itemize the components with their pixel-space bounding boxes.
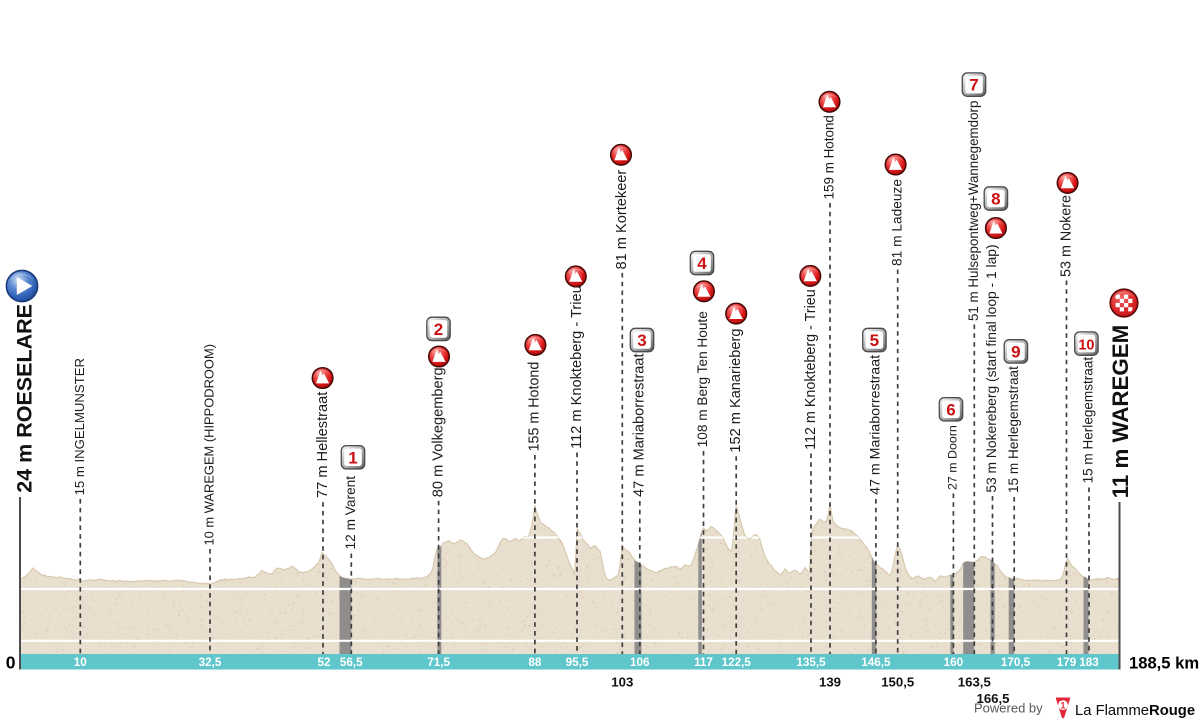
svg-text:1: 1 xyxy=(1061,700,1066,710)
svg-text:47 m Mariaborrestraat: 47 m Mariaborrestraat xyxy=(868,355,884,495)
svg-text:32,5: 32,5 xyxy=(199,656,222,669)
svg-text:5: 5 xyxy=(870,331,879,350)
svg-text:117: 117 xyxy=(694,656,713,669)
svg-text:1: 1 xyxy=(348,448,357,467)
svg-text:La FlammeRouge: La FlammeRouge xyxy=(1075,703,1195,719)
svg-text:179: 179 xyxy=(1057,656,1077,669)
svg-text:3: 3 xyxy=(637,331,646,350)
svg-text:27 m Doorn: 27 m Doorn xyxy=(946,425,960,490)
svg-text:80 m Volkegemberg: 80 m Volkegemberg xyxy=(430,367,446,497)
svg-text:12 m Varent: 12 m Varent xyxy=(343,476,358,550)
svg-text:77 m Hellestraat: 77 m Hellestraat xyxy=(315,392,331,498)
svg-text:4: 4 xyxy=(697,254,707,273)
svg-text:160: 160 xyxy=(944,656,964,669)
svg-text:53 m Nokereberg (start final l: 53 m Nokereberg (start final loop - 1 la… xyxy=(983,244,999,492)
svg-text:95,5: 95,5 xyxy=(566,656,589,669)
svg-text:9: 9 xyxy=(1011,342,1020,361)
svg-text:103: 103 xyxy=(611,675,633,690)
svg-text:135,5: 135,5 xyxy=(796,656,826,669)
svg-text:163,5: 163,5 xyxy=(958,675,991,690)
svg-text:2: 2 xyxy=(434,320,443,339)
svg-text:47 m Mariaborrestraat: 47 m Mariaborrestraat xyxy=(632,353,648,497)
svg-text:Powered by: Powered by xyxy=(974,701,1043,716)
svg-text:183: 183 xyxy=(1079,656,1099,669)
svg-text:81 m Kortekeer: 81 m Kortekeer xyxy=(614,170,630,270)
svg-text:24 m ROESELARE: 24 m ROESELARE xyxy=(13,304,37,493)
svg-text:71,5: 71,5 xyxy=(427,656,450,669)
svg-text:0: 0 xyxy=(6,652,16,672)
svg-text:170,5: 170,5 xyxy=(1001,656,1031,669)
svg-text:8: 8 xyxy=(991,190,1000,209)
svg-text:146,5: 146,5 xyxy=(861,656,891,669)
svg-text:112 m Knokteberg - Trieu: 112 m Knokteberg - Trieu xyxy=(803,289,819,450)
svg-text:11 m WAREGEM: 11 m WAREGEM xyxy=(1108,325,1133,498)
svg-text:81 m Ladeuze: 81 m Ladeuze xyxy=(889,179,904,266)
svg-text:10: 10 xyxy=(1078,338,1094,354)
svg-text:56,5: 56,5 xyxy=(340,656,363,669)
svg-text:106: 106 xyxy=(630,656,650,669)
svg-text:15 m INGELMUNSTER: 15 m INGELMUNSTER xyxy=(72,358,87,495)
svg-text:15 m Herlegemstraat: 15 m Herlegemstraat xyxy=(1081,357,1096,484)
svg-text:166,5: 166,5 xyxy=(976,691,1009,706)
svg-text:51 m Hulsepontweg+Wannegemdorp: 51 m Hulsepontweg+Wannegemdorp xyxy=(966,101,981,321)
svg-text:150,5: 150,5 xyxy=(881,675,914,690)
svg-text:15 m Herlegemstraat: 15 m Herlegemstraat xyxy=(1006,366,1021,493)
svg-text:6: 6 xyxy=(946,400,955,419)
svg-text:112 m Knokteberg - Trieu: 112 m Knokteberg - Trieu xyxy=(569,285,585,449)
svg-text:188,5 km: 188,5 km xyxy=(1129,653,1199,672)
svg-text:122,5: 122,5 xyxy=(722,656,752,669)
svg-text:53 m Nokere: 53 m Nokere xyxy=(1058,195,1074,277)
svg-text:88: 88 xyxy=(528,656,542,669)
svg-text:139: 139 xyxy=(819,675,841,690)
svg-text:152 m Kanarieberg: 152 m Kanarieberg xyxy=(728,329,744,453)
svg-text:10: 10 xyxy=(74,656,88,669)
svg-text:155 m Hotond: 155 m Hotond xyxy=(527,362,543,452)
svg-text:52: 52 xyxy=(317,656,331,669)
svg-text:159 m Hotond: 159 m Hotond xyxy=(822,115,837,199)
svg-text:108 m Berg Ten Houte: 108 m Berg Ten Houte xyxy=(695,311,710,447)
svg-text:10 m WAREGEM (HIPPODROOM): 10 m WAREGEM (HIPPODROOM) xyxy=(201,344,216,546)
svg-text:7: 7 xyxy=(969,76,978,95)
